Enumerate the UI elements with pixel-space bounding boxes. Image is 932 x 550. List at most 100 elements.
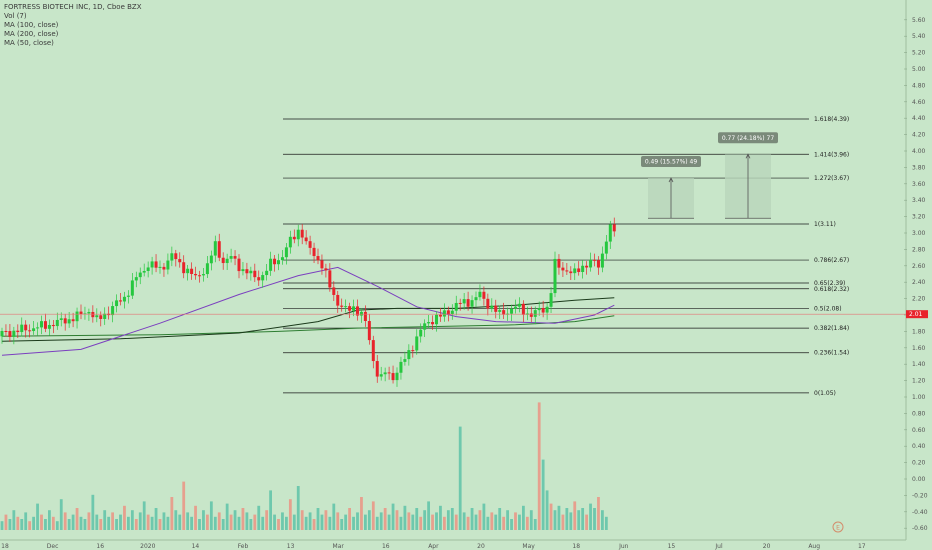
candle-body [324, 268, 328, 271]
legend-ma-50[interactable]: MA (50, close) [4, 39, 54, 47]
candle-body [79, 311, 83, 315]
volume-bar [71, 514, 75, 530]
legend-ma-200[interactable]: MA (200, close) [4, 30, 59, 38]
candle-body [273, 258, 277, 265]
volume-bar [486, 516, 490, 530]
candle-body [486, 298, 490, 309]
volume-bar [288, 499, 292, 530]
price-tick-label: 2.60 [912, 263, 926, 270]
ma-50-line [1, 266, 615, 356]
candle-body [577, 268, 581, 273]
candle-body [296, 229, 300, 240]
volume-bar [123, 505, 126, 530]
volume-bar [549, 503, 553, 530]
volume-bar [324, 510, 328, 530]
volume-bar [553, 510, 557, 530]
candle-body [446, 310, 450, 315]
candle-body [379, 374, 383, 377]
volume-bar [178, 514, 182, 530]
volume-bar [525, 516, 529, 530]
volume-bar [253, 514, 257, 530]
price-tick-label: 3.40 [912, 197, 926, 204]
candle-body [20, 324, 24, 333]
measure-arrow-head [745, 153, 751, 159]
last-price-label: 2.01 [909, 311, 923, 318]
time-tick-label: Mar [333, 543, 345, 550]
candle-body [529, 313, 533, 317]
volume-bar [174, 510, 178, 530]
candle-body [383, 372, 387, 375]
candle-body [600, 253, 604, 268]
candle-body [304, 237, 308, 242]
price-tick-label: -0.60 [912, 525, 928, 532]
volume-bar [352, 516, 355, 530]
legend-vol[interactable]: Vol (7) [4, 12, 27, 20]
candle-body [593, 259, 596, 261]
time-tick-label: 14 [192, 543, 200, 550]
price-tick-label: 4.20 [912, 132, 926, 139]
candle-body [249, 270, 253, 274]
candle-body [16, 330, 20, 333]
candle-body [265, 270, 269, 276]
fib-level-label: 0.65(2.39) [814, 280, 845, 287]
volume-bar [439, 505, 442, 530]
measure-badge[interactable] [718, 132, 778, 144]
candle-body [403, 359, 407, 362]
volume-bar [601, 510, 604, 530]
candle-body [608, 224, 612, 242]
time-tick-label: 16 [382, 543, 390, 550]
candle-body [423, 323, 427, 330]
measure-badge[interactable] [641, 156, 701, 168]
time-tick-label: Dec [47, 543, 59, 550]
volume-bar [206, 514, 209, 530]
candle-body [462, 299, 466, 304]
candle-body [158, 266, 162, 268]
price-tick-label: -0.40 [912, 509, 928, 516]
candle-body [115, 300, 119, 307]
candle-body [166, 260, 170, 270]
volume-bar [190, 516, 193, 530]
candle-body [569, 271, 573, 274]
earnings-icon[interactable]: E [832, 521, 844, 533]
candle-body [604, 241, 608, 254]
svg-text:E: E [836, 525, 840, 532]
fib-level-label: 1.618(4.39) [814, 116, 849, 123]
volume-bar [257, 505, 261, 530]
candle-body [470, 300, 474, 307]
volume-bar [482, 503, 486, 530]
candle-body [407, 350, 411, 360]
volume-bar [150, 516, 154, 530]
volume-bar [462, 512, 466, 530]
price-tick-label: 0.40 [912, 443, 926, 450]
candle-body [316, 256, 320, 261]
chart-legend: FORTRESS BIOTECH INC, 1D, Cboe BZX Vol (… [4, 3, 142, 48]
volume-bar [383, 508, 387, 530]
candle-body [111, 306, 115, 316]
time-tick-label: 2020 [140, 543, 155, 550]
candle-body [549, 293, 553, 307]
volume-bar [581, 508, 585, 530]
volume-bar [83, 519, 87, 530]
candle-body [55, 319, 59, 327]
candle-body [95, 315, 99, 318]
volume-bar [360, 497, 363, 530]
volume-bar [241, 508, 245, 530]
candle-body [12, 330, 16, 337]
candle-body [146, 267, 150, 271]
legend-ma-100[interactable]: MA (100, close) [4, 21, 59, 29]
symbol-title[interactable]: FORTRESS BIOTECH INC, 1D, Cboe BZX [4, 3, 142, 11]
time-tick-label: May [522, 543, 535, 550]
volume-bar [573, 501, 577, 530]
candle-body [482, 291, 486, 299]
volume-bar [119, 514, 122, 530]
volume-bar [490, 512, 494, 530]
measure-label: 0.49 (15.57%) 49 [645, 159, 698, 166]
candle-body [300, 229, 304, 238]
candle-body [241, 269, 245, 272]
candle-body [47, 324, 51, 329]
candle-body [142, 270, 146, 273]
candle-body [494, 305, 498, 312]
volume-bar [316, 508, 320, 530]
candle-body [450, 310, 454, 315]
